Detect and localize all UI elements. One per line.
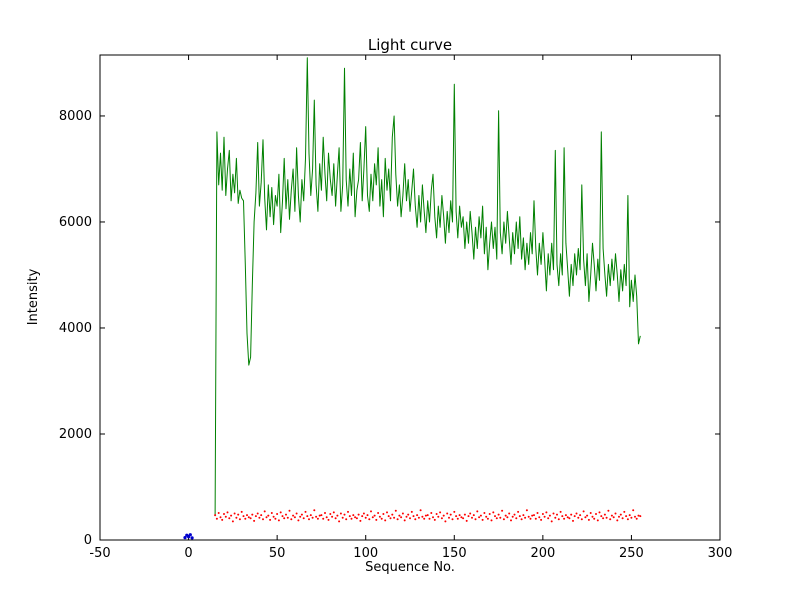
y-tick-label: 8000 <box>59 109 92 124</box>
x-tick-label: 200 <box>530 546 555 561</box>
x-tick-label: 250 <box>619 546 644 561</box>
x-tick-label: -50 <box>89 546 110 561</box>
x-tick-label: 0 <box>184 546 192 561</box>
y-tick-label: 6000 <box>59 215 92 230</box>
x-tick-label: 150 <box>442 546 467 561</box>
series-background-red-dots <box>214 509 642 523</box>
y-tick-label: 4000 <box>59 321 92 336</box>
y-axis-label: Intensity <box>26 268 41 326</box>
chart-title: Light curve <box>367 36 453 54</box>
y-tick-label: 0 <box>84 533 92 548</box>
x-tick-label: 300 <box>708 546 733 561</box>
plot-frame <box>99 54 721 541</box>
series-origin-blue-marker <box>183 533 194 540</box>
y-tick-label: 2000 <box>59 427 92 442</box>
x-axis-label: Sequence No. <box>365 560 455 575</box>
x-tick-label: 50 <box>269 546 286 561</box>
x-tick-label: 100 <box>353 546 378 561</box>
series-light-curve-green <box>214 57 641 517</box>
